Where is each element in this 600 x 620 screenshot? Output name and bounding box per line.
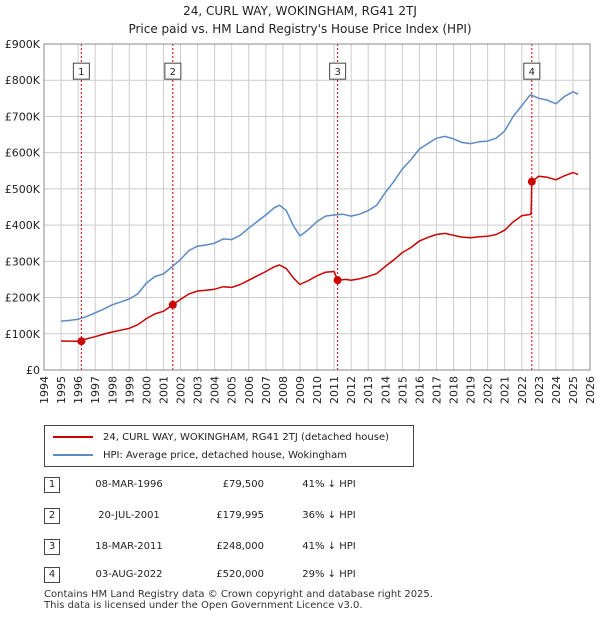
x-tick-label: 2006 (243, 376, 256, 404)
x-tick-label: 2014 (379, 376, 392, 404)
sale-marker-label: 3 (334, 67, 340, 78)
x-tick-label: 1998 (106, 376, 119, 404)
hpi-series-line (61, 91, 579, 322)
x-tick-label: 2026 (584, 376, 597, 404)
transaction-date: 08-MAR-1996 (95, 479, 163, 490)
x-tick-label: 2025 (567, 376, 580, 404)
transaction-hpi: 41% ↓ HPI (302, 541, 356, 552)
transaction-row: 4 03-AUG-2022 £520,000 29% ↓ HPI (44, 567, 464, 583)
y-tick-label: £300K (5, 255, 41, 268)
x-tick-label: 2010 (311, 376, 324, 404)
x-tick-label: 2017 (430, 376, 443, 404)
x-tick-label: 2021 (499, 376, 512, 404)
y-tick-label: £0 (26, 364, 40, 377)
x-tick-label: 2008 (277, 376, 290, 404)
footer-copyright: Contains HM Land Registry data © Crown c… (44, 589, 433, 600)
property-series-line (61, 171, 579, 342)
footer-notice: Contains HM Land Registry data © Crown c… (44, 589, 433, 611)
x-tick-label: 2009 (294, 376, 307, 404)
sale-point (333, 276, 342, 285)
x-tick-label: 2024 (550, 376, 563, 404)
legend-swatch-hpi (53, 454, 93, 456)
transaction-price: £79,500 (222, 479, 264, 490)
sale-marker-label: 1 (78, 67, 84, 78)
legend-swatch-property (53, 436, 93, 438)
transaction-row: 2 20-JUL-2001 £179,995 36% ↓ HPI (44, 508, 464, 524)
sale-marker-badge (164, 62, 182, 80)
transaction-badge: 2 (44, 508, 60, 524)
x-tick-label: 1997 (89, 376, 102, 404)
sale-point (168, 300, 177, 309)
transaction-price: £520,000 (216, 569, 264, 580)
legend-item-property: 24, CURL WAY, WOKINGHAM, RG41 2TJ (detac… (53, 429, 389, 445)
legend-label-property: 24, CURL WAY, WOKINGHAM, RG41 2TJ (detac… (103, 431, 390, 443)
transaction-badge: 3 (44, 539, 60, 555)
sale-point (527, 177, 536, 186)
x-tick-label: 2016 (413, 376, 426, 404)
x-tick-label: 2018 (448, 376, 461, 404)
y-tick-label: £900K (5, 38, 41, 51)
x-tick-label: 2015 (396, 376, 409, 404)
x-tick-label: 1996 (72, 376, 85, 404)
transaction-price: £179,995 (216, 510, 264, 521)
transaction-date: 20-JUL-2001 (98, 510, 160, 521)
x-tick-label: 2002 (175, 376, 188, 404)
y-tick-label: £500K (5, 183, 41, 196)
transaction-date: 03-AUG-2022 (95, 569, 163, 580)
x-tick-label: 1994 (38, 376, 51, 404)
x-tick-label: 2022 (516, 376, 529, 404)
x-tick-label: 2000 (140, 376, 153, 404)
chart-title: 24, CURL WAY, WOKINGHAM, RG41 2TJ (183, 4, 417, 18)
y-tick-label: £400K (5, 219, 41, 232)
x-tick-label: 2019 (465, 376, 478, 404)
transaction-hpi: 36% ↓ HPI (302, 510, 356, 521)
transaction-badge: 4 (44, 567, 60, 583)
chart-subtitle: Price paid vs. HM Land Registry's House … (128, 22, 472, 36)
x-tick-label: 2007 (260, 376, 273, 404)
y-tick-label: £700K (5, 110, 41, 123)
transaction-hpi: 41% ↓ HPI (302, 479, 356, 490)
transaction-price: £248,000 (216, 541, 264, 552)
sale-marker-badge (329, 62, 347, 80)
footer-licence: This data is licensed under the Open Gov… (44, 600, 363, 611)
sale-marker-badge (523, 62, 541, 80)
x-tick-label: 2004 (209, 376, 222, 404)
y-tick-label: £200K (5, 292, 41, 305)
x-tick-label: 1995 (55, 376, 68, 404)
x-tick-label: 2011 (328, 376, 341, 404)
x-tick-label: 2005 (226, 376, 239, 404)
x-tick-label: 2003 (192, 376, 205, 404)
x-tick-label: 1999 (123, 376, 136, 404)
sale-point (77, 337, 86, 346)
sale-marker-label: 4 (529, 67, 535, 78)
transaction-row: 1 08-MAR-1996 £79,500 41% ↓ HPI (44, 477, 464, 493)
x-tick-label: 2001 (157, 376, 170, 404)
y-tick-label: £600K (5, 147, 41, 160)
sale-marker-badge (72, 62, 90, 80)
x-tick-label: 2020 (482, 376, 495, 404)
legend-label-hpi: HPI: Average price, detached house, Woki… (103, 449, 347, 461)
sale-marker-label: 2 (170, 67, 176, 78)
transaction-badge: 1 (44, 477, 60, 493)
chart-legend: 24, CURL WAY, WOKINGHAM, RG41 2TJ (detac… (44, 425, 414, 467)
transaction-row: 3 18-MAR-2011 £248,000 41% ↓ HPI (44, 539, 464, 555)
y-tick-label: £100K (5, 328, 41, 341)
transaction-date: 18-MAR-2011 (95, 541, 163, 552)
transaction-hpi: 29% ↓ HPI (302, 569, 356, 580)
legend-item-hpi: HPI: Average price, detached house, Woki… (53, 447, 347, 463)
x-tick-label: 2023 (533, 376, 546, 404)
price-chart: £0 £100K £200K £300K £400K £500K £600K £700K £80… (5, 38, 597, 404)
plot-frame (43, 43, 591, 371)
x-tick-label: 2012 (345, 376, 358, 404)
x-tick-label: 2013 (362, 376, 375, 404)
y-tick-label: £800K (5, 74, 41, 87)
